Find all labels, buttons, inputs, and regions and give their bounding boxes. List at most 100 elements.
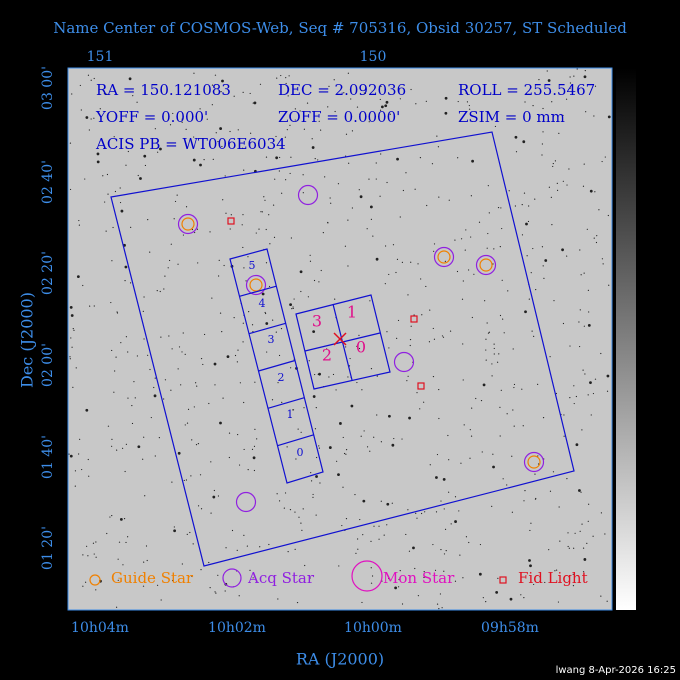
field-star [526, 255, 528, 257]
field-star [562, 114, 564, 117]
field-star [470, 236, 472, 238]
field-star [144, 495, 146, 497]
field-star [163, 398, 165, 400]
field-star [127, 397, 129, 399]
field-star [237, 433, 239, 436]
field-star [93, 553, 95, 555]
field-star [254, 428, 256, 430]
field-star [307, 296, 309, 298]
field-star [500, 389, 502, 391]
field-star [356, 345, 358, 347]
field-star [200, 569, 202, 571]
field-star [587, 520, 589, 522]
field-star [465, 229, 467, 231]
field-star [463, 424, 465, 426]
field-star [355, 552, 357, 555]
chip-label: 2 [278, 371, 285, 384]
acq-ring [245, 274, 267, 296]
field-star [302, 508, 304, 510]
field-star [214, 74, 217, 76]
field-star [341, 524, 343, 527]
chip-label: 1 [347, 303, 357, 322]
field-star [103, 144, 105, 146]
field-star [528, 559, 531, 562]
field-star [69, 142, 72, 144]
field-star [189, 531, 191, 534]
fid-light [410, 315, 418, 323]
field-star [471, 316, 473, 319]
field-star [254, 381, 256, 383]
field-star [444, 111, 448, 115]
field-star [103, 93, 105, 95]
field-star [541, 154, 543, 156]
field-star [419, 156, 422, 159]
field-star [419, 408, 421, 410]
field-star [413, 314, 415, 316]
field-star [554, 160, 557, 162]
field-star [445, 549, 447, 552]
field-star [456, 270, 459, 273]
legend-mon [351, 560, 383, 592]
field-star [589, 189, 593, 193]
field-star [136, 355, 138, 357]
field-star [147, 354, 149, 356]
field-star [454, 580, 457, 582]
field-star [245, 280, 247, 282]
field-star [164, 275, 166, 277]
field-star [275, 331, 277, 333]
field-star [426, 204, 428, 207]
field-star [336, 460, 338, 462]
field-star [375, 178, 377, 180]
title: Name Center of COSMOS-Web, Seq # 705316,… [53, 19, 627, 37]
field-star [310, 472, 312, 474]
field-star [495, 590, 499, 594]
info-text: ZOFF = 0.0000' [278, 108, 400, 126]
field-star [242, 91, 244, 93]
field-star [137, 445, 141, 449]
field-star [95, 556, 97, 558]
field-star [271, 399, 274, 401]
field-star [75, 367, 77, 369]
field-star [364, 92, 367, 94]
field-star [596, 235, 598, 237]
field-star [391, 502, 393, 504]
field-star [177, 451, 181, 455]
field-star [95, 541, 97, 543]
field-star [501, 279, 503, 281]
field-star [438, 196, 440, 198]
bottom-tick: 10h00m [344, 620, 402, 636]
field-star [265, 156, 268, 158]
field-star [569, 82, 572, 84]
field-star [532, 247, 534, 250]
field-star [281, 401, 283, 403]
field-star [252, 577, 254, 579]
field-star [230, 214, 232, 216]
field-star [499, 435, 501, 437]
field-star [185, 479, 188, 481]
field-star [320, 129, 322, 131]
field-star [180, 384, 182, 386]
field-star [586, 228, 588, 230]
field-star [286, 446, 288, 448]
field-star [434, 569, 437, 571]
field-star [383, 534, 385, 536]
field-star [432, 327, 434, 330]
chip-label: 0 [297, 446, 304, 459]
field-star [301, 529, 303, 531]
field-star [168, 335, 170, 337]
field-star [580, 274, 582, 276]
field-star [606, 390, 609, 392]
field-star [242, 246, 244, 249]
field-star [385, 100, 389, 104]
field-star [572, 573, 574, 575]
field-star [116, 312, 119, 314]
field-star [347, 265, 349, 267]
field-star [154, 455, 156, 457]
field-star [196, 385, 198, 387]
legend-acq [222, 568, 242, 588]
field-star [278, 354, 281, 357]
field-star [238, 464, 241, 466]
chip-label: 4 [259, 297, 266, 310]
field-star [359, 518, 361, 521]
